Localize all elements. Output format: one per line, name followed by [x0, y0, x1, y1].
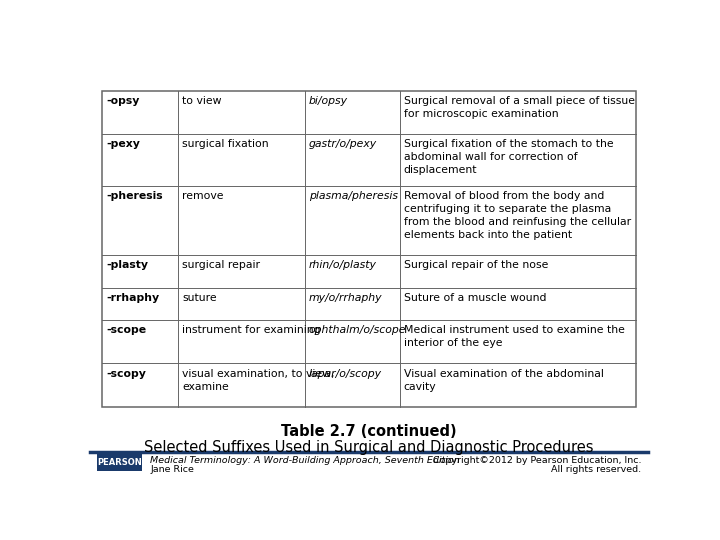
Text: -pheresis: -pheresis	[106, 191, 163, 201]
Text: Removal of blood from the body and
centrifuging it to separate the plasma
from t: Removal of blood from the body and centr…	[404, 191, 631, 240]
Text: to view: to view	[182, 96, 222, 106]
Text: surgical repair: surgical repair	[182, 260, 260, 271]
Text: my/o/rrhaphy: my/o/rrhaphy	[309, 293, 382, 303]
Text: -scopy: -scopy	[106, 369, 146, 379]
Text: instrument for examining: instrument for examining	[182, 326, 320, 335]
Text: remove: remove	[182, 191, 224, 201]
Text: -plasty: -plasty	[106, 260, 148, 271]
Text: visual examination, to view,
examine: visual examination, to view, examine	[182, 369, 335, 392]
Text: gastr/o/pexy: gastr/o/pexy	[309, 139, 377, 149]
Text: -scope: -scope	[106, 326, 146, 335]
Text: Surgical fixation of the stomach to the
abdominal wall for correction of
displac: Surgical fixation of the stomach to the …	[404, 139, 613, 175]
Text: Visual examination of the abdominal
cavity: Visual examination of the abdominal cavi…	[404, 369, 603, 392]
Text: lapar/o/scopy: lapar/o/scopy	[309, 369, 382, 379]
Text: -pexy: -pexy	[106, 139, 140, 149]
Text: suture: suture	[182, 293, 217, 303]
FancyBboxPatch shape	[96, 453, 143, 471]
Text: -rrhaphy: -rrhaphy	[106, 293, 159, 303]
Text: Suture of a muscle wound: Suture of a muscle wound	[404, 293, 546, 303]
Text: ophthalm/o/scope: ophthalm/o/scope	[309, 326, 406, 335]
Text: Copyright©2012 by Pearson Education, Inc.: Copyright©2012 by Pearson Education, Inc…	[433, 456, 642, 464]
Text: Medical Terminology: A Word-Building Approach, Seventh Edition: Medical Terminology: A Word-Building App…	[150, 456, 460, 464]
Text: PEARSON: PEARSON	[97, 458, 142, 467]
Text: Surgical removal of a small piece of tissue
for microscopic examination: Surgical removal of a small piece of tis…	[404, 96, 634, 119]
Bar	[102, 91, 636, 407]
Text: -opsy: -opsy	[106, 96, 140, 106]
Text: All rights reserved.: All rights reserved.	[552, 465, 642, 474]
Text: surgical fixation: surgical fixation	[182, 139, 269, 149]
Text: bi/opsy: bi/opsy	[309, 96, 348, 106]
Text: Selected Suffixes Used in Surgical and Diagnostic Procedures: Selected Suffixes Used in Surgical and D…	[144, 440, 594, 455]
Text: plasma/pheresis: plasma/pheresis	[309, 191, 397, 201]
Text: rhin/o/plasty: rhin/o/plasty	[309, 260, 377, 271]
Text: Surgical repair of the nose: Surgical repair of the nose	[404, 260, 548, 271]
Text: Table 2.7 (continued): Table 2.7 (continued)	[282, 424, 456, 440]
Text: Jane Rice: Jane Rice	[150, 465, 194, 474]
Text: Medical instrument used to examine the
interior of the eye: Medical instrument used to examine the i…	[404, 326, 624, 348]
